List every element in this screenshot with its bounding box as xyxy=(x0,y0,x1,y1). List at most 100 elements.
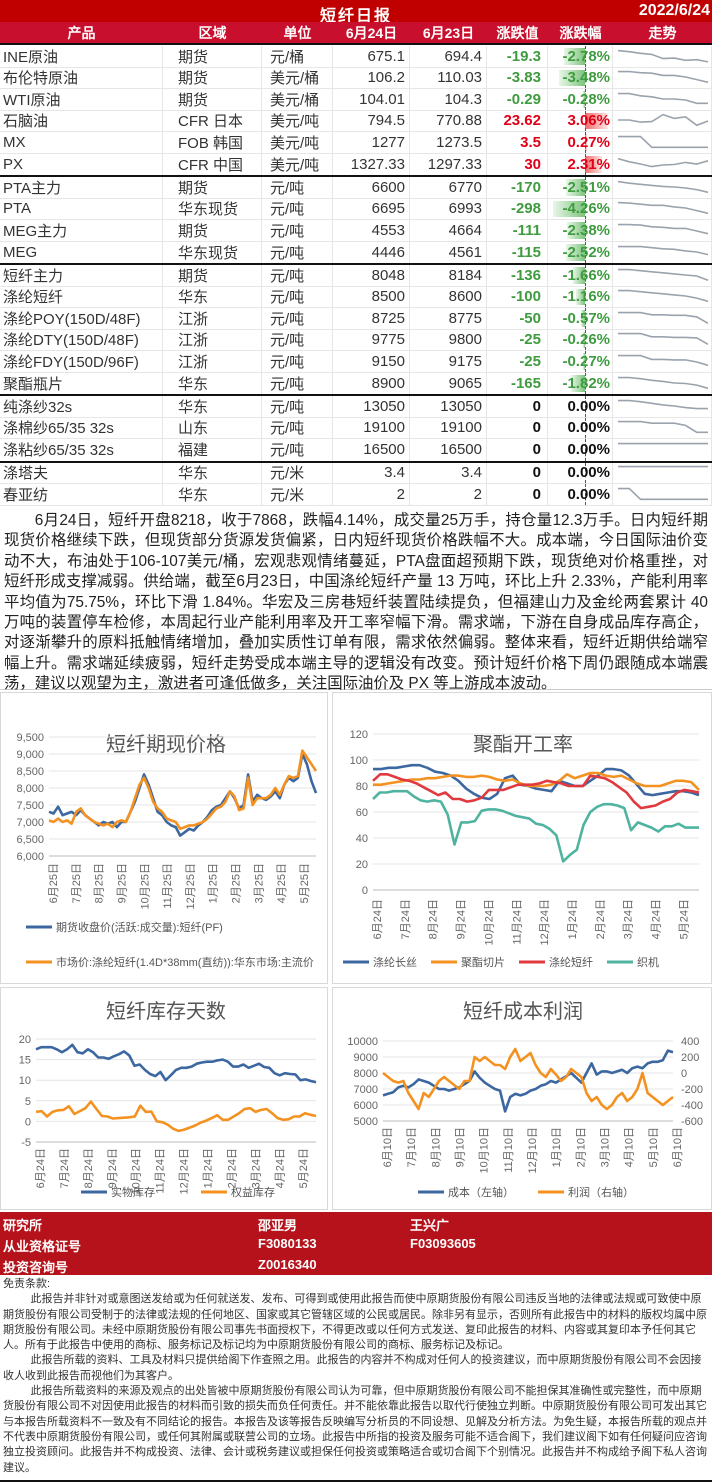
pct-value: -2.38% xyxy=(562,221,610,239)
col-change: 涨跌值 xyxy=(496,25,539,41)
y2-tick-label: -200 xyxy=(681,1084,703,1096)
cell-unit: 元/桶 xyxy=(262,46,333,67)
cell-today: 3.4 xyxy=(333,462,410,483)
table-row: PTA主力 期货 元/吨 6600 6770 -170 -2.51% xyxy=(0,177,712,199)
y-tick-label: 9000 xyxy=(354,1052,378,1064)
cell-today: 4553 xyxy=(333,220,410,241)
sparkline xyxy=(618,376,709,389)
y-tick-label: 80 xyxy=(356,781,368,793)
cell-pct: 0.00% xyxy=(548,417,613,438)
cell-change: -0.29 xyxy=(487,89,548,110)
series-line-1 xyxy=(382,1047,674,1111)
x-tick-label: 6月24日 xyxy=(372,899,384,939)
table-row: MX FOB 韩国 美元/吨 1277 1273.5 3.5 0.27% xyxy=(0,132,712,154)
cell-today: 8725 xyxy=(333,308,410,329)
cell-prev: 19100 xyxy=(410,417,487,438)
cell-trend xyxy=(613,308,712,329)
cell-prev: 9800 xyxy=(410,329,487,350)
x-tick-label: 11月24日 xyxy=(511,899,523,945)
x-tick-label: 9月24日 xyxy=(456,899,468,939)
cell-unit: 元/吨 xyxy=(262,351,333,372)
sparkline xyxy=(618,223,709,235)
pct-value: -3.48% xyxy=(562,69,610,87)
y-tick-label: 7,500 xyxy=(16,800,44,812)
cell-unit: 美元/桶 xyxy=(262,67,333,88)
y-tick-label: 40 xyxy=(356,833,368,845)
col-region: 区域 xyxy=(198,25,227,41)
cell-product: 涤棉纱65/35 32s xyxy=(0,417,163,438)
pct-data-bar xyxy=(558,69,585,86)
price-table: INE原油 期货 元/桶 675.1 694.4 -19.3 -2.78% 布伦特原油 期货 美元… xyxy=(0,46,712,506)
chart-title: 短纤期现价格 xyxy=(106,733,226,756)
cell-product: MEG xyxy=(0,241,163,263)
cell-region: 华东 xyxy=(163,396,262,417)
x-tick-label: 1月25日 xyxy=(208,863,220,903)
analyst-info: 研究所 邵亚男 王兴广 从业资格证号 F3080133 F03093605 投资咨询号 Z… xyxy=(0,1212,712,1275)
cell-pct: -2.51% xyxy=(548,177,613,198)
cell-prev: 104.3 xyxy=(410,89,487,110)
series-line-1 xyxy=(35,1100,317,1133)
chart-title: 短纤库存天数 xyxy=(106,1000,226,1023)
x-tick-label: 5月10日 xyxy=(648,1127,660,1167)
cell-product: PX xyxy=(0,153,163,175)
sparkline-line xyxy=(618,92,708,104)
pct-axis-line xyxy=(585,462,586,483)
table-row: 涤棉纱65/35 32s 山东 元/吨 19100 19100 0 0.00% xyxy=(0,417,712,439)
col-pct: 涨跌幅 xyxy=(559,25,602,41)
y-tick-label: 8,500 xyxy=(16,766,44,778)
report-title: 短纤日报 xyxy=(319,8,392,25)
disclaimer-paragraph: 此报告并非针对或意图送发给或为任何就送发、发布、可得到或使用此报告而使中原期货股… xyxy=(3,1293,707,1352)
sparkline-line xyxy=(618,290,709,303)
cell-prev: 4561 xyxy=(410,241,487,263)
sparkline xyxy=(618,113,709,127)
cell-unit: 美元/吨 xyxy=(262,110,333,131)
cell-region: CFR 日本 xyxy=(163,110,262,131)
pct-value: -1.82% xyxy=(562,374,610,392)
sparkline xyxy=(618,399,708,410)
cell-pct: -2.78% xyxy=(548,46,613,67)
sparkline xyxy=(618,466,708,468)
cell-pct: 2.31% xyxy=(548,153,613,175)
cell-region: 期货 xyxy=(163,67,262,88)
pct-value: -0.26% xyxy=(562,331,610,349)
cell-pct: 0.00% xyxy=(548,484,613,505)
legend-label: 涤纶长丝 xyxy=(373,955,417,969)
table-row: 短纤主力 期货 元/吨 8048 8184 -136 -1.66% xyxy=(0,265,712,287)
x-tick-label: 1月24日 xyxy=(202,1148,214,1188)
cell-product: 涤纶短纤 xyxy=(0,286,163,307)
sparkline-line xyxy=(618,71,709,84)
x-tick-label: 5月25日 xyxy=(299,863,311,903)
cell-trend xyxy=(613,67,712,88)
chart-futures-spot-price: 短纤期现价格 6,000 6,500 7,000 7,500 8,000 8,500 9,00… xyxy=(0,692,328,984)
legend-label: 利润（右轴） xyxy=(568,1185,634,1199)
col-today: 6月24日 xyxy=(345,25,398,41)
x-tick-label: 4月24日 xyxy=(651,899,663,939)
x-tick-label: 3月24日 xyxy=(623,899,635,939)
pct-axis-line xyxy=(585,67,586,88)
pct-value: -2.78% xyxy=(562,47,610,65)
chart-title: 聚酯开工率 xyxy=(473,733,573,756)
table-row: 涤塔夫 华东 元/米 3.4 3.4 0 0.00% xyxy=(0,462,712,484)
cell-product: 涤粘纱65/35 32s xyxy=(0,439,163,461)
x-tick-label: 10月24日 xyxy=(131,1148,143,1194)
y-tick-label: 15 xyxy=(19,1055,31,1067)
pct-data-bar xyxy=(567,222,585,239)
cell-change: 30 xyxy=(487,153,548,175)
cell-pct: -2.52% xyxy=(548,241,613,263)
pct-axis-line xyxy=(585,46,586,67)
x-tick-label: 9月10日 xyxy=(455,1127,467,1167)
y-tick-label: 0 xyxy=(362,885,368,897)
info-label: 研究所 xyxy=(3,1218,43,1233)
col-trend: 走势 xyxy=(648,25,677,41)
table-header: 产品 区域 单位 6月24日 6月23日 涨跌值 涨跌幅 走势 xyxy=(0,22,712,45)
y-tick-label: -5 xyxy=(21,1137,31,1149)
cell-unit: 元/吨 xyxy=(262,220,333,241)
pct-data-bar xyxy=(571,374,585,392)
y-tick-label: 100 xyxy=(350,755,368,767)
cell-change: 0 xyxy=(487,462,548,483)
sparkline xyxy=(617,157,709,168)
cell-today: 8900 xyxy=(333,372,410,394)
cell-change: 23.62 xyxy=(487,110,548,131)
info-label: 从业资格证号 xyxy=(3,1239,82,1254)
cell-trend xyxy=(613,351,712,372)
